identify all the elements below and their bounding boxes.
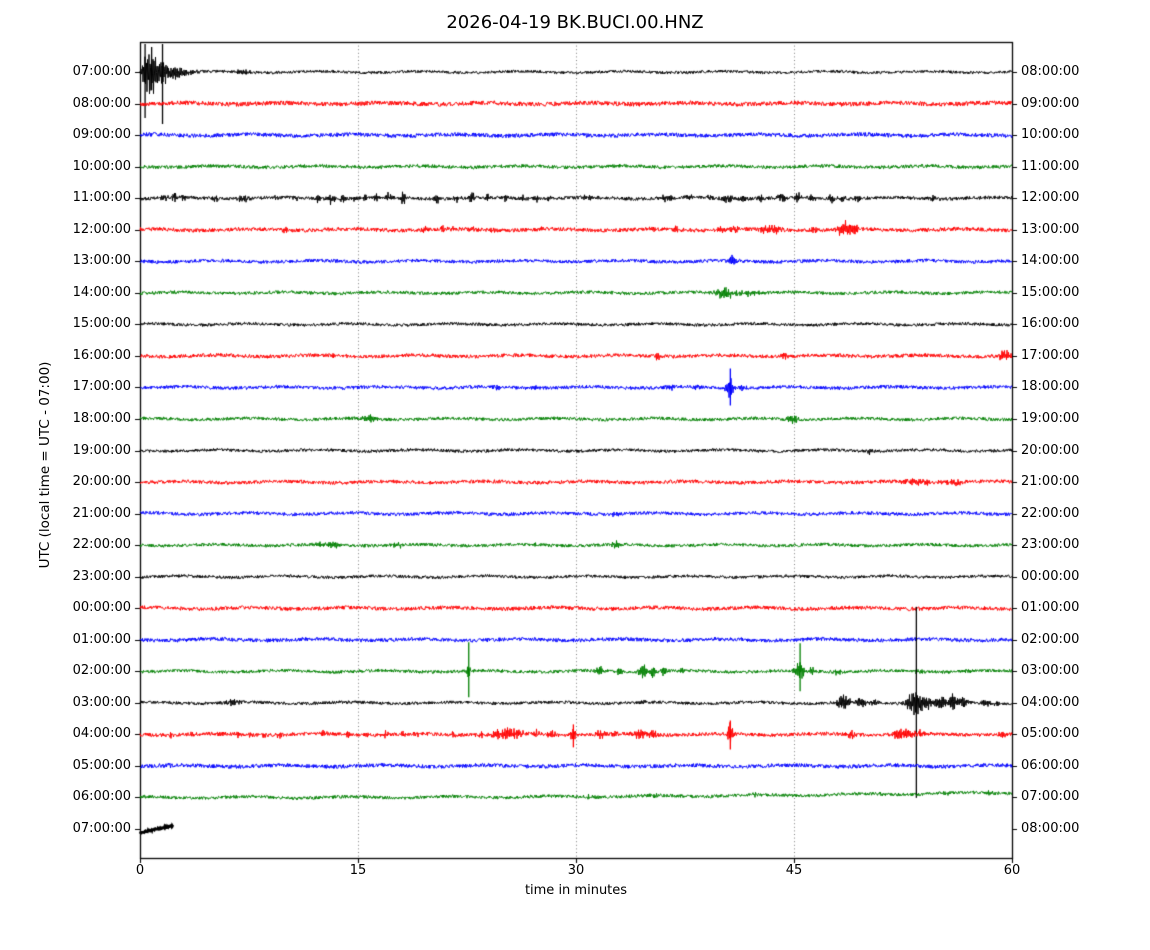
right-time-label: 11:00:00	[1021, 159, 1080, 174]
right-time-label: 20:00:00	[1021, 443, 1080, 458]
right-time-label: 08:00:00	[1021, 821, 1080, 836]
right-time-label: 16:00:00	[1021, 316, 1080, 331]
left-time-label: 18:00:00	[72, 411, 131, 426]
left-time-label: 00:00:00	[72, 600, 131, 615]
left-time-label: 16:00:00	[72, 348, 131, 363]
x-tick-label: 60	[1003, 863, 1021, 878]
left-time-label: 13:00:00	[72, 253, 131, 268]
left-time-label: 06:00:00	[72, 789, 131, 804]
left-time-label: 20:00:00	[72, 474, 131, 489]
left-time-label: 10:00:00	[72, 159, 131, 174]
left-time-label: 04:00:00	[72, 726, 131, 741]
right-time-label: 15:00:00	[1021, 285, 1080, 300]
left-time-label: 05:00:00	[72, 758, 131, 773]
left-time-label: 14:00:00	[72, 285, 131, 300]
right-time-label: 23:00:00	[1021, 537, 1080, 552]
right-time-label: 08:00:00	[1021, 64, 1080, 79]
right-time-label: 06:00:00	[1021, 758, 1080, 773]
left-time-label: 22:00:00	[72, 537, 131, 552]
right-time-label: 02:00:00	[1021, 632, 1080, 647]
x-tick-label: 45	[785, 863, 803, 878]
right-time-label: 12:00:00	[1021, 190, 1080, 205]
right-time-label: 03:00:00	[1021, 663, 1080, 678]
right-time-label: 19:00:00	[1021, 411, 1080, 426]
left-time-label: 07:00:00	[72, 821, 131, 836]
x-axis-label: time in minutes	[524, 883, 628, 898]
left-time-label: 17:00:00	[72, 379, 131, 394]
left-time-label: 23:00:00	[72, 569, 131, 584]
left-time-label: 12:00:00	[72, 222, 131, 237]
x-tick-label: 15	[349, 863, 367, 878]
right-time-label: 22:00:00	[1021, 506, 1080, 521]
right-time-label: 05:00:00	[1021, 726, 1080, 741]
left-time-label: 21:00:00	[72, 506, 131, 521]
right-time-label: 00:00:00	[1021, 569, 1080, 584]
left-time-label: 07:00:00	[72, 64, 131, 79]
left-time-label: 09:00:00	[72, 127, 131, 142]
right-time-label: 17:00:00	[1021, 348, 1080, 363]
right-time-label: 09:00:00	[1021, 96, 1080, 111]
right-time-label: 21:00:00	[1021, 474, 1080, 489]
left-time-label: 01:00:00	[72, 632, 131, 647]
right-time-label: 18:00:00	[1021, 379, 1080, 394]
left-time-label: 03:00:00	[72, 695, 131, 710]
left-time-label: 08:00:00	[72, 96, 131, 111]
right-time-label: 07:00:00	[1021, 789, 1080, 804]
right-time-label: 01:00:00	[1021, 600, 1080, 615]
right-time-label: 10:00:00	[1021, 127, 1080, 142]
x-tick-label: 0	[135, 863, 145, 878]
right-time-label: 13:00:00	[1021, 222, 1080, 237]
right-time-label: 14:00:00	[1021, 253, 1080, 268]
left-time-label: 19:00:00	[72, 443, 131, 458]
left-time-label: 15:00:00	[72, 316, 131, 331]
x-tick-label: 30	[567, 863, 585, 878]
right-time-label: 04:00:00	[1021, 695, 1080, 710]
left-time-label: 11:00:00	[72, 190, 131, 205]
left-time-label: 02:00:00	[72, 663, 131, 678]
